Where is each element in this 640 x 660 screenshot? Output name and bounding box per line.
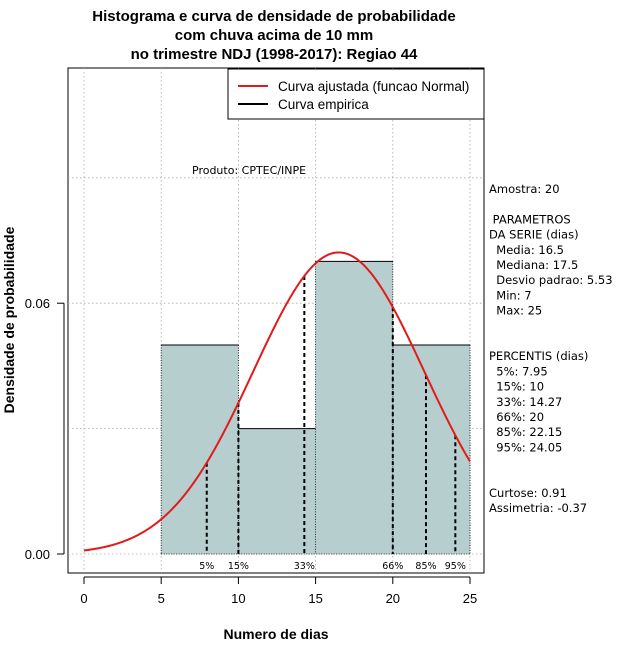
legend: Curva ajustada (funcao Normal) Curva emp… [227, 68, 485, 120]
stats-line: PARAMETROS [489, 212, 571, 226]
stats-line: Curtose: 0.91 [489, 486, 567, 500]
stats-line: 5%: 7.95 [489, 364, 548, 378]
legend-box [227, 68, 485, 120]
y-tick-label: 0.06 [25, 296, 50, 311]
percentile-label: 33% [294, 561, 315, 572]
stats-line: Min: 7 [489, 288, 532, 302]
stats-line: 66%: 20 [489, 410, 544, 424]
percentile-label: 95% [445, 561, 466, 572]
stats-line: 15%: 10 [489, 380, 544, 394]
x-tick-label: 20 [386, 591, 400, 606]
y-axis-label: Densidade de probabilidade [1, 226, 17, 413]
percentile-labels: 5% 15% 33% 66% 85% 95% [199, 561, 466, 572]
plot-frame [67, 67, 485, 574]
x-tick-label: 15 [308, 591, 322, 606]
percentile-lines [205, 275, 457, 554]
histogram-bar [161, 345, 239, 554]
fit-curve-layer [83, 251, 471, 552]
y-tick-label: 0.00 [25, 547, 50, 562]
stats-line: Desvio padrao: 5.53 [489, 273, 613, 287]
legend-label-empirical: Curva empirica [278, 97, 369, 112]
x-tick-label: 5 [158, 591, 165, 606]
stats-panel: Amostra: 20 PARAMETROS DA SERIE (dias) Me… [489, 182, 613, 515]
x-axis: 0 5 10 15 20 25 [80, 576, 477, 606]
stats-line: Mediana: 17.5 [489, 258, 578, 272]
histogram-bar [238, 428, 316, 554]
stats-line: Media: 16.5 [489, 243, 564, 257]
histogram-bar [392, 345, 470, 554]
chart-title-line-2: com chuva acima de 10 mm [175, 27, 373, 44]
percentile-label: 85% [415, 561, 436, 572]
stats-line: 95%: 24.05 [489, 440, 562, 454]
y-axis: 0.00 0.06 [25, 296, 65, 562]
product-annotation: Produto: CPTEC/INPE [192, 164, 306, 177]
legend-label-fit: Curva ajustada (funcao Normal) [278, 79, 469, 94]
chart-title: Histograma e curva de densidade de proba… [92, 8, 455, 63]
stats-line: 33%: 14.27 [489, 395, 562, 409]
stats-line: Assimetria: -0.37 [489, 501, 587, 515]
percentile-label: 15% [228, 561, 249, 572]
normal-fit-curve [83, 251, 471, 552]
chart-title-line-1: Histograma e curva de densidade de proba… [92, 8, 455, 25]
stats-line: Amostra: 20 [489, 182, 560, 196]
stats-line: PERCENTIS (dias) [489, 349, 588, 363]
histogram-bar [315, 261, 393, 554]
stats-line: 85%: 22.15 [489, 425, 562, 439]
x-tick-label: 0 [80, 591, 87, 606]
x-axis-label: Numero de dias [223, 626, 328, 642]
stats-line: DA SERIE (dias) [489, 228, 579, 242]
histogram-bars [160, 260, 471, 555]
chart-title-line-3: no trimestre NDJ (1998-2017): Regiao 44 [131, 46, 418, 63]
percentile-label: 5% [199, 561, 214, 572]
x-tick-label: 25 [463, 591, 477, 606]
percentile-label: 66% [382, 561, 403, 572]
x-tick-label: 10 [231, 591, 245, 606]
stats-line: Max: 25 [489, 304, 542, 318]
